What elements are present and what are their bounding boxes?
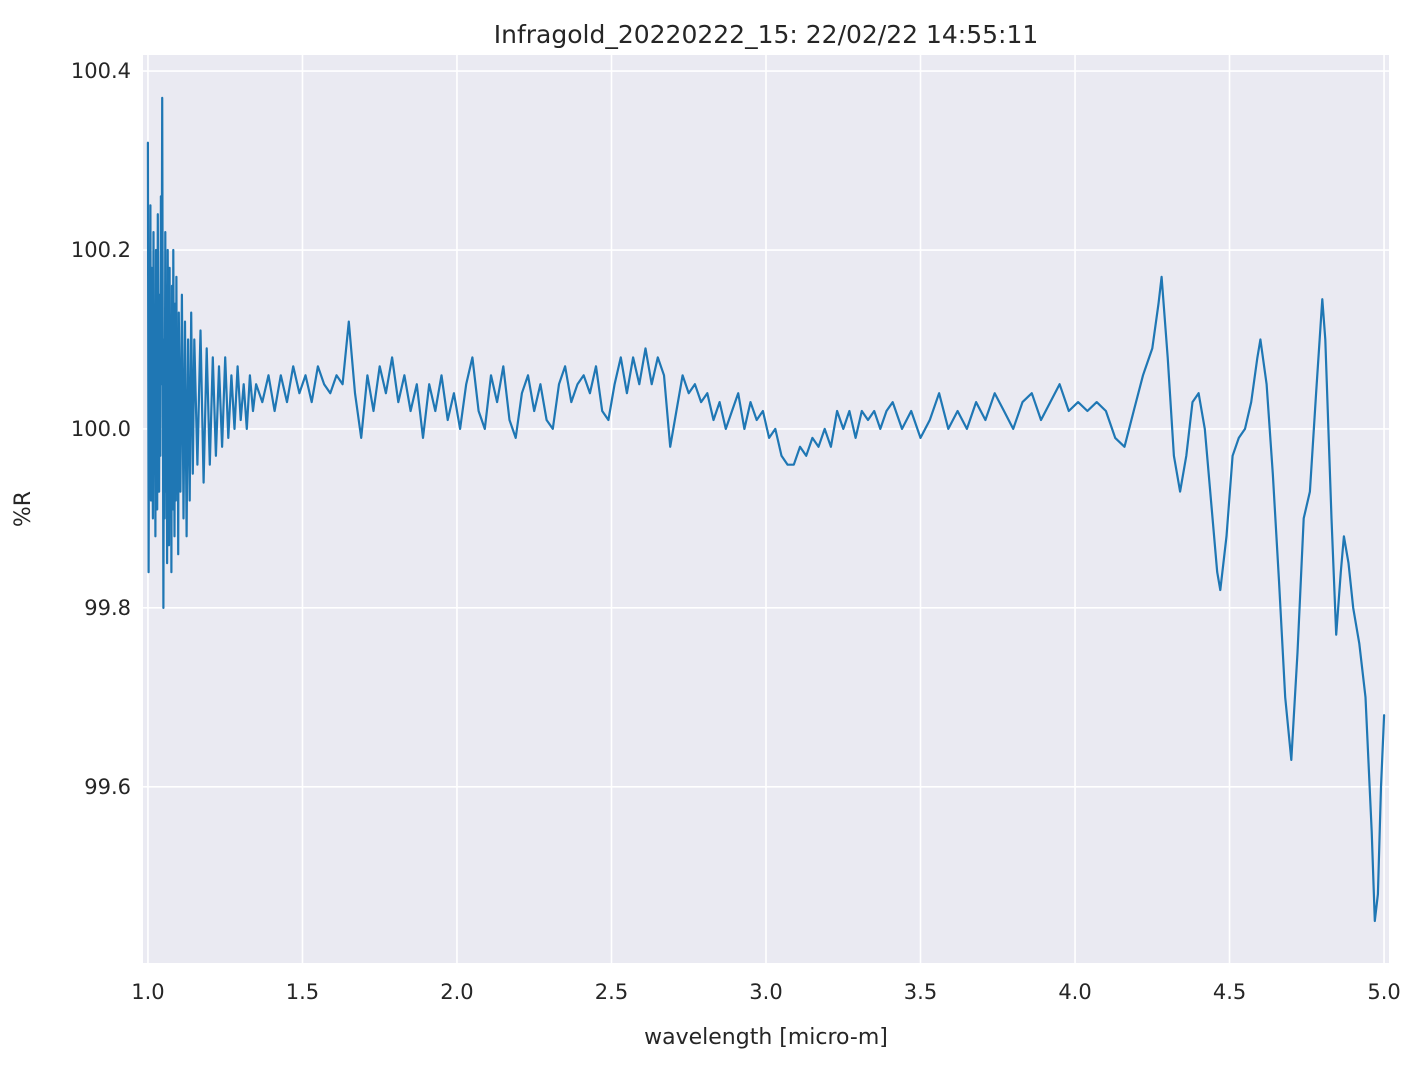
y-tick-label: 99.6 (84, 775, 131, 799)
y-tick-labels: 99.6 99.8 100.0 100.2 100.4 (71, 59, 131, 799)
gridlines (143, 55, 1389, 963)
series-line-reflectance (146, 96, 1386, 923)
x-tick-label: 3.5 (904, 980, 937, 1004)
chart-title: Infragold_20220222_15: 22/02/22 14:55:11 (494, 20, 1039, 49)
x-tick-label: 5.0 (1367, 980, 1400, 1004)
x-tick-label: 2.0 (440, 980, 473, 1004)
y-tick-label: 100.0 (71, 417, 131, 441)
x-tick-label: 3.0 (749, 980, 782, 1004)
x-tick-label: 1.5 (286, 980, 319, 1004)
x-tick-labels: 1.0 1.5 2.0 2.5 3.0 3.5 4.0 4.5 5.0 (131, 980, 1401, 1004)
y-tick-label: 100.2 (71, 238, 131, 262)
x-tick-label: 4.0 (1058, 980, 1091, 1004)
x-axis-label: wavelength [micro-m] (644, 1025, 888, 1050)
y-tick-label: 100.4 (71, 59, 131, 83)
x-tick-label: 1.0 (131, 980, 164, 1004)
y-tick-label: 99.8 (84, 596, 131, 620)
x-tick-label: 2.5 (595, 980, 628, 1004)
y-axis-label: %R (11, 491, 36, 527)
x-tick-label: 4.5 (1213, 980, 1246, 1004)
